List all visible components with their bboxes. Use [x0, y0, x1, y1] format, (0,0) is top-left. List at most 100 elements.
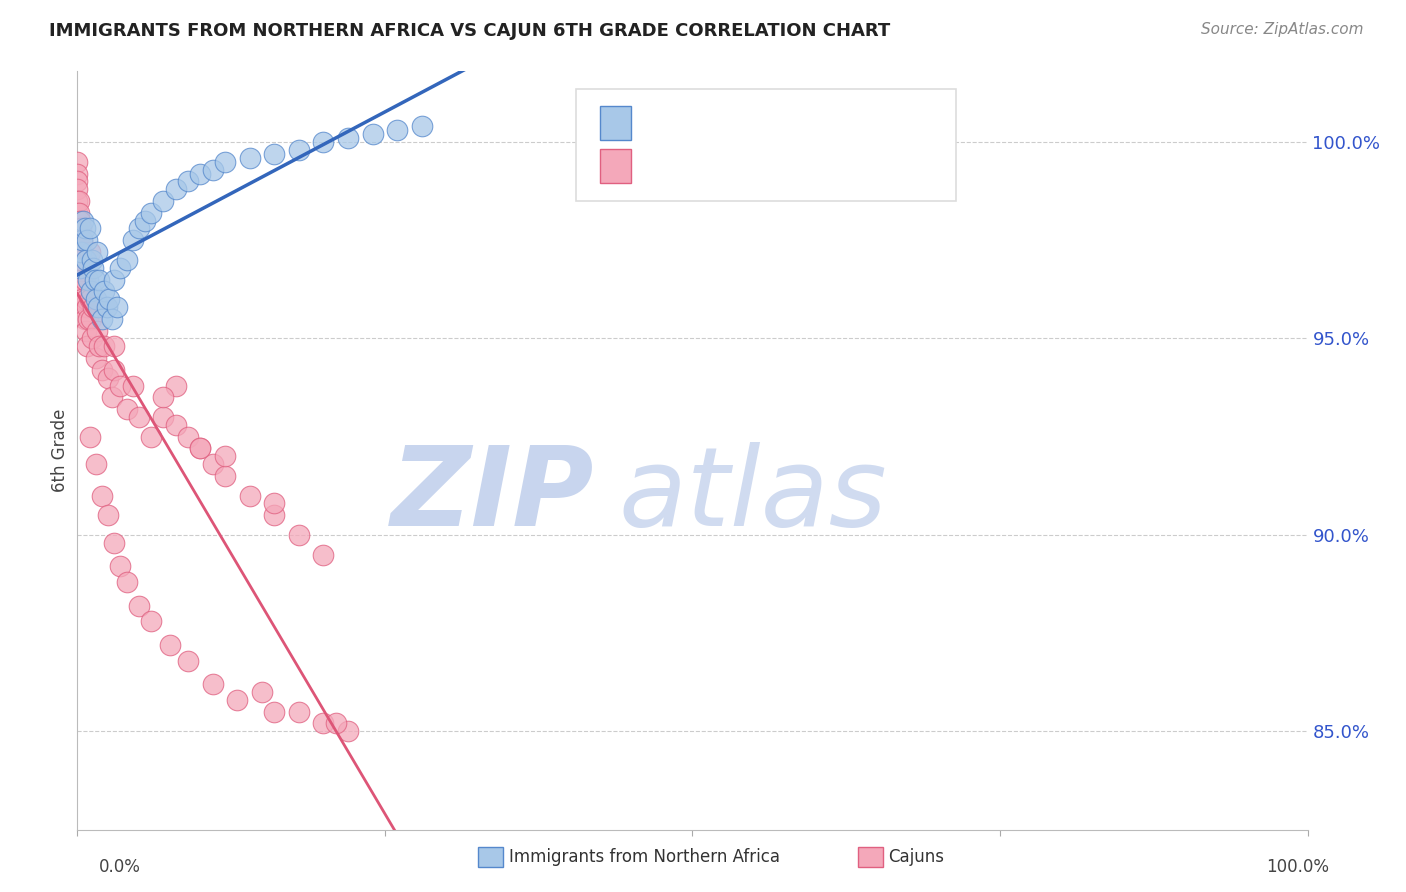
- Point: [79, 292, 101, 306]
- Point: [239, 151, 262, 165]
- Point: [69, 272, 91, 286]
- Point: [288, 705, 311, 719]
- Point: [177, 430, 200, 444]
- Point: [69, 245, 91, 260]
- Point: [90, 311, 114, 326]
- Point: [201, 677, 224, 691]
- Point: [165, 378, 187, 392]
- Point: [66, 245, 89, 260]
- Point: [214, 154, 236, 169]
- Text: atlas: atlas: [619, 442, 887, 549]
- Point: [76, 339, 98, 353]
- Point: [75, 252, 97, 267]
- Point: [165, 182, 187, 196]
- Point: [159, 638, 181, 652]
- Point: [72, 300, 94, 314]
- Point: [73, 311, 96, 326]
- Text: IMMIGRANTS FROM NORTHERN AFRICA VS CAJUN 6TH GRADE CORRELATION CHART: IMMIGRANTS FROM NORTHERN AFRICA VS CAJUN…: [49, 22, 890, 40]
- Point: [70, 233, 93, 247]
- Point: [312, 135, 335, 149]
- Point: [188, 167, 212, 181]
- Point: [67, 260, 90, 275]
- Y-axis label: 6th Grade: 6th Grade: [51, 409, 69, 492]
- Point: [263, 146, 285, 161]
- Point: [66, 213, 89, 227]
- Point: [83, 272, 105, 286]
- Text: 100.0%: 100.0%: [1265, 858, 1329, 876]
- Point: [110, 378, 132, 392]
- Point: [79, 430, 101, 444]
- Point: [288, 143, 311, 157]
- Point: [239, 489, 262, 503]
- Point: [77, 311, 100, 326]
- Point: [89, 339, 111, 353]
- Point: [226, 693, 249, 707]
- Point: [201, 457, 224, 471]
- Point: [67, 245, 90, 260]
- Point: [188, 442, 212, 456]
- Point: [101, 311, 124, 326]
- Point: [90, 489, 114, 503]
- Point: [93, 339, 115, 353]
- Point: [105, 300, 128, 314]
- Point: [312, 716, 335, 731]
- Point: [98, 292, 121, 306]
- Point: [101, 391, 124, 405]
- Point: [128, 599, 150, 613]
- Point: [72, 245, 94, 260]
- Point: [70, 233, 93, 247]
- Point: [89, 272, 111, 286]
- Point: [73, 221, 96, 235]
- Point: [121, 378, 143, 392]
- Point: [103, 535, 125, 549]
- Point: [263, 496, 285, 510]
- Point: [141, 615, 163, 629]
- Point: [84, 292, 107, 306]
- Point: [87, 300, 110, 314]
- Point: [82, 252, 104, 267]
- Point: [361, 127, 384, 141]
- Point: [152, 410, 174, 425]
- Text: Cajuns: Cajuns: [889, 848, 945, 866]
- Point: [201, 162, 224, 177]
- Point: [103, 363, 125, 377]
- Point: [385, 123, 409, 137]
- Point: [96, 300, 118, 314]
- Point: [103, 339, 125, 353]
- Point: [76, 233, 98, 247]
- Point: [152, 391, 174, 405]
- Point: [70, 285, 93, 299]
- Point: [325, 716, 347, 731]
- Point: [82, 300, 104, 314]
- Point: [97, 508, 120, 523]
- Point: [66, 154, 89, 169]
- Point: [79, 221, 101, 235]
- Point: [67, 233, 90, 247]
- Point: [70, 252, 93, 267]
- Text: Source: ZipAtlas.com: Source: ZipAtlas.com: [1201, 22, 1364, 37]
- Point: [66, 182, 89, 196]
- Text: 0.0%: 0.0%: [98, 858, 141, 876]
- Point: [86, 324, 108, 338]
- Text: R = 0.022   N = 86: R = 0.022 N = 86: [643, 155, 856, 175]
- Point: [152, 194, 174, 208]
- Point: [80, 311, 103, 326]
- Point: [66, 194, 89, 208]
- Point: [214, 469, 236, 483]
- Point: [70, 245, 93, 260]
- Point: [128, 410, 150, 425]
- Point: [66, 174, 89, 188]
- Point: [66, 206, 89, 220]
- Point: [75, 324, 97, 338]
- Point: [75, 292, 97, 306]
- Point: [141, 206, 163, 220]
- Point: [115, 575, 138, 590]
- Point: [110, 260, 132, 275]
- Text: ZIP: ZIP: [391, 442, 595, 549]
- Point: [73, 272, 96, 286]
- Point: [110, 559, 132, 574]
- Point: [66, 233, 89, 247]
- Point: [70, 292, 93, 306]
- Point: [337, 724, 360, 739]
- Point: [82, 260, 104, 275]
